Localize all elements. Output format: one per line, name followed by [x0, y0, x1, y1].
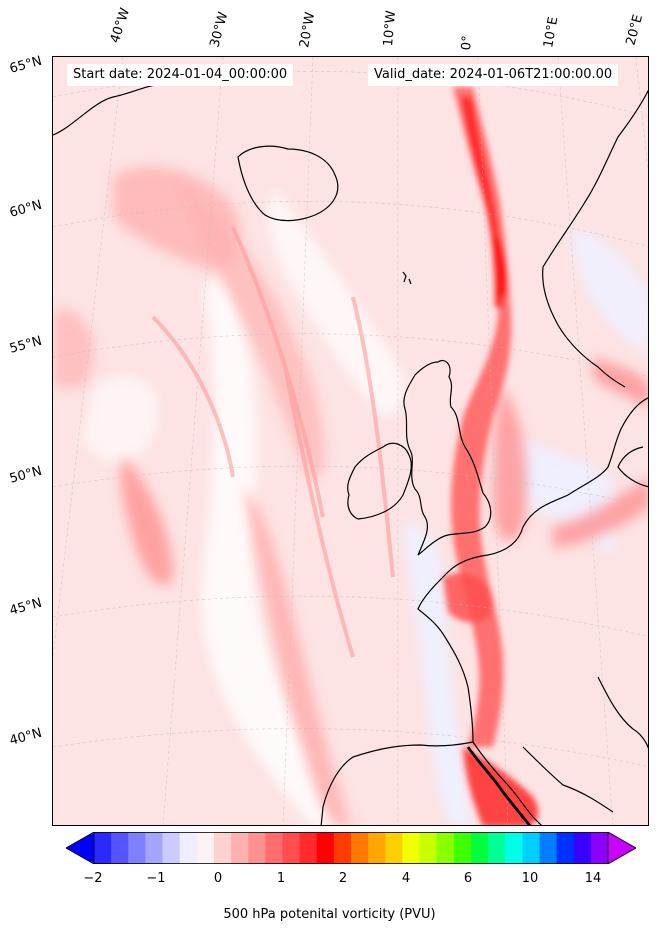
- colorbar-segment: [402, 832, 421, 864]
- colorbar-segment: [299, 832, 318, 864]
- colorbar-outline: [93, 832, 609, 864]
- colorbar-segment: [539, 832, 558, 864]
- lon-label-10e: 10°E: [541, 15, 562, 49]
- lon-label-10w: 10°W: [381, 9, 400, 47]
- colorbar-segment: [162, 832, 181, 864]
- start-date-label: Start date: 2024-01-04_00:00:00: [67, 64, 294, 86]
- coastlines: [53, 83, 648, 825]
- colorbar-segment: [590, 832, 609, 864]
- lat-label-45n: 45°N: [8, 595, 44, 619]
- colorbar-segment: [231, 832, 249, 864]
- colorbar-label: 500 hPa potenital vorticity (PVU): [223, 907, 436, 922]
- graticule: [53, 57, 648, 825]
- european-coast-outline: [320, 397, 648, 825]
- iceland-outline: [237, 145, 339, 222]
- lon-label-30w: 30°W: [207, 10, 232, 49]
- colorbar-segment: [470, 832, 489, 864]
- cbar-tick-4: 4: [401, 871, 411, 886]
- colorbar-segment: [128, 832, 146, 864]
- cbar-tick-0: 0: [213, 871, 223, 886]
- cbar-tick-10: 10: [521, 871, 539, 886]
- colorbar-segment: [351, 832, 369, 864]
- colorbar-segment: [213, 832, 232, 864]
- colorbar-segment: [145, 832, 164, 864]
- great-britain-outline: [403, 359, 492, 556]
- colorbar-segment: [488, 832, 506, 864]
- cbar-tick-14: 14: [584, 871, 602, 886]
- colorbar-segment: [436, 832, 455, 864]
- colorbar-segment: [368, 832, 386, 864]
- cbar-tick-m2: −2: [83, 871, 103, 886]
- colorbar-segment: [419, 832, 438, 864]
- colorbar-segment: [385, 832, 403, 864]
- lat-label-65n: 65°N: [8, 53, 44, 77]
- colorbar: [65, 831, 637, 865]
- pv-filaments: [151, 226, 395, 658]
- colorbar-segment: [282, 832, 301, 864]
- moderate-pv-bands: [53, 167, 648, 825]
- lon-label-0: 0°: [459, 34, 476, 51]
- colorbar-segment: [453, 832, 472, 864]
- colorbar-segment: [196, 832, 215, 864]
- colorbar-segment: [573, 832, 592, 864]
- colorbar-segment: [248, 832, 266, 864]
- ireland-outline: [347, 442, 412, 520]
- colorbar-svg: [65, 831, 637, 865]
- lat-label-50n: 50°N: [8, 463, 44, 487]
- norway-outline: [542, 89, 648, 388]
- colorbar-segment: [316, 832, 335, 864]
- colorbar-extend-max: [607, 831, 637, 865]
- colorbar-segment: [265, 832, 283, 864]
- lat-label-60n: 60°N: [8, 197, 44, 221]
- colorbar-segment: [505, 832, 523, 864]
- lat-label-55n: 55°N: [8, 333, 44, 357]
- cbar-tick-1: 1: [276, 871, 286, 886]
- lon-label-20e: 20°E: [623, 12, 647, 48]
- cbar-tick-2: 2: [338, 871, 348, 886]
- colorbar-segment: [179, 832, 198, 864]
- cbar-tick-m1: −1: [146, 871, 166, 886]
- lon-label-20w: 20°W: [297, 11, 319, 50]
- valid-date-label: Valid_date: 2024-01-06T21:00:00.00: [368, 64, 619, 86]
- colorbar-extend-min: [65, 831, 95, 865]
- pv-2-contour: [466, 746, 532, 825]
- colorbar-segment: [333, 832, 352, 864]
- pv-field-map: [53, 57, 648, 825]
- lon-label-40w: 40°W: [107, 6, 134, 45]
- colorbar-segment: [111, 832, 129, 864]
- colorbar-segment: [94, 832, 112, 864]
- map-panel: [52, 56, 649, 826]
- cbar-tick-6: 6: [463, 871, 473, 886]
- lat-label-40n: 40°N: [8, 725, 44, 749]
- colorbar-segment: [556, 832, 575, 864]
- colorbar-segment: [522, 832, 540, 864]
